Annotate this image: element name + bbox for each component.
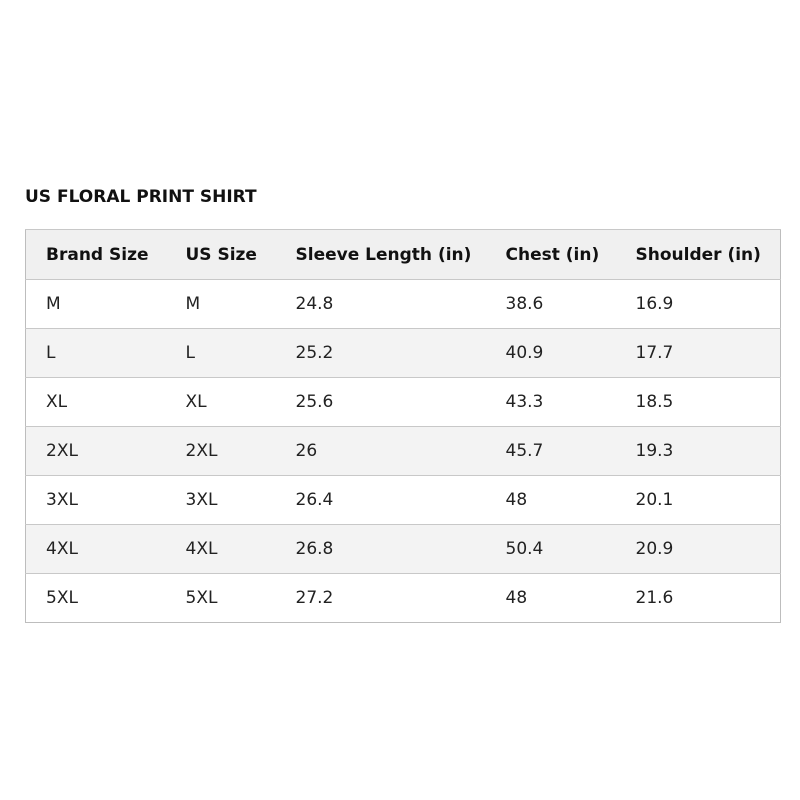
table-header-row: Brand Size US Size Sleeve Length (in) Chest… (25, 229, 781, 280)
table-cell: 45.7 (485, 426, 616, 476)
table-cell: L (165, 328, 276, 378)
table-cell: XL (165, 377, 276, 427)
table-cell: L (25, 328, 166, 378)
table-row: 3XL 3XL 26.4 48 20.1 (25, 475, 781, 525)
table-cell: 16.9 (615, 279, 781, 329)
table-cell: 25.6 (275, 377, 486, 427)
table-cell: M (165, 279, 276, 329)
table-row: M M 24.8 38.6 16.9 (25, 279, 781, 329)
size-chart-table: Brand Size US Size Sleeve Length (in) Chest… (25, 229, 781, 623)
table-cell: 17.7 (615, 328, 781, 378)
table-cell: 5XL (165, 573, 276, 623)
table-cell: 2XL (165, 426, 276, 476)
table-cell: 43.3 (485, 377, 616, 427)
table-cell: 21.6 (615, 573, 781, 623)
table-cell: 18.5 (615, 377, 781, 427)
column-header: Shoulder (in) (615, 229, 781, 280)
table-cell: 27.2 (275, 573, 486, 623)
table-cell: 48 (485, 573, 616, 623)
table-cell: 20.1 (615, 475, 781, 525)
table-row: 4XL 4XL 26.8 50.4 20.9 (25, 524, 781, 574)
column-header: Chest (in) (485, 229, 616, 280)
table-cell: 4XL (25, 524, 166, 574)
table-cell: XL (25, 377, 166, 427)
table-cell: 4XL (165, 524, 276, 574)
table-cell: 20.9 (615, 524, 781, 574)
table-cell: 3XL (165, 475, 276, 525)
table-cell: 48 (485, 475, 616, 525)
table-cell: 40.9 (485, 328, 616, 378)
table-cell: 26.8 (275, 524, 486, 574)
column-header: Brand Size (25, 229, 166, 280)
table-cell: 3XL (25, 475, 166, 525)
size-chart-title: US FLORAL PRINT SHIRT (25, 187, 257, 207)
column-header: US Size (165, 229, 276, 280)
table-cell: 5XL (25, 573, 166, 623)
table-row: 2XL 2XL 26 45.7 19.3 (25, 426, 781, 476)
table-row: XL XL 25.6 43.3 18.5 (25, 377, 781, 427)
table-cell: M (25, 279, 166, 329)
table-cell: 26.4 (275, 475, 486, 525)
table-cell: 2XL (25, 426, 166, 476)
table-cell: 24.8 (275, 279, 486, 329)
column-header: Sleeve Length (in) (275, 229, 486, 280)
table-cell: 50.4 (485, 524, 616, 574)
table-cell: 26 (275, 426, 486, 476)
table-cell: 19.3 (615, 426, 781, 476)
table-row: L L 25.2 40.9 17.7 (25, 328, 781, 378)
table-row: 5XL 5XL 27.2 48 21.6 (25, 573, 781, 623)
table-cell: 38.6 (485, 279, 616, 329)
table-cell: 25.2 (275, 328, 486, 378)
